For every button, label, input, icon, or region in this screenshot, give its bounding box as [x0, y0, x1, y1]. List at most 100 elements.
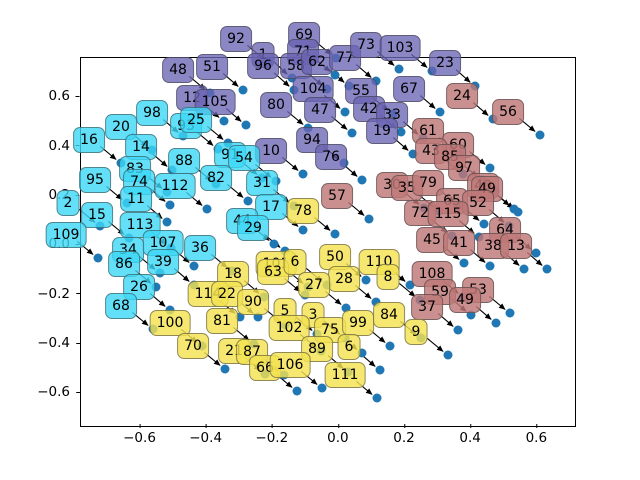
point-label-box[interactable]: 99 — [342, 310, 374, 336]
point-label-box[interactable]: 98 — [136, 100, 168, 126]
point-label-box[interactable]: 27 — [298, 272, 330, 298]
scatter-point[interactable] — [531, 248, 541, 258]
point-label-box[interactable]: 57 — [321, 183, 353, 209]
scatter-point[interactable] — [466, 310, 476, 320]
scatter-point[interactable] — [298, 169, 308, 179]
scatter-point[interactable] — [505, 308, 515, 318]
point-label-box[interactable]: 68 — [105, 293, 137, 319]
scatter-point[interactable] — [408, 149, 418, 159]
point-label-box[interactable]: 88 — [168, 148, 200, 174]
point-label-box[interactable]: 6 — [283, 249, 307, 275]
point-label-box[interactable]: 54 — [228, 145, 260, 171]
point-label-box[interactable]: 48 — [162, 57, 194, 83]
scatter-point[interactable] — [317, 383, 327, 393]
point-label-box[interactable]: 111 — [324, 362, 366, 388]
scatter-point[interactable] — [341, 303, 351, 313]
scatter-point[interactable] — [405, 280, 415, 290]
point-label-box[interactable]: 29 — [237, 215, 269, 241]
point-label-box[interactable]: 90 — [237, 289, 269, 315]
point-label-box[interactable]: 49 — [449, 287, 481, 313]
point-label-box[interactable]: 70 — [177, 333, 209, 359]
point-label-box[interactable]: 100 — [149, 310, 191, 336]
point-label-box[interactable]: 67 — [393, 76, 425, 102]
point-label-box[interactable]: 84 — [373, 302, 405, 328]
scatter-point[interactable] — [253, 312, 263, 322]
point-label-box[interactable]: 73 — [350, 32, 382, 58]
scatter-point[interactable] — [269, 239, 279, 249]
point-label-box[interactable]: 56 — [492, 99, 524, 125]
point-label-box[interactable]: 80 — [260, 92, 292, 118]
scatter-point[interactable] — [165, 200, 175, 210]
scatter-point[interactable] — [219, 116, 229, 126]
point-label-box[interactable]: 9 — [404, 319, 428, 345]
scatter-point[interactable] — [453, 325, 463, 335]
scatter-point[interactable] — [385, 341, 395, 351]
point-label-box[interactable]: 13 — [500, 233, 532, 259]
scatter-point[interactable] — [485, 261, 495, 271]
scatter-point[interactable] — [364, 214, 374, 224]
point-label-box[interactable]: 31 — [246, 170, 278, 196]
point-label-box[interactable]: 106 — [269, 352, 311, 378]
scatter-point[interactable] — [357, 175, 367, 185]
scatter-point[interactable] — [238, 85, 248, 95]
scatter-point[interactable] — [361, 275, 371, 285]
point-label-box[interactable]: 112 — [154, 173, 196, 199]
scatter-point[interactable] — [189, 261, 199, 271]
point-label-box[interactable]: 82 — [200, 165, 232, 191]
point-label-box[interactable]: 37 — [411, 294, 443, 320]
scatter-point[interactable] — [220, 364, 230, 374]
point-label-box[interactable]: 36 — [184, 235, 216, 261]
point-label-box[interactable]: 39 — [147, 249, 179, 275]
scatter-point[interactable] — [243, 196, 253, 206]
point-label-box[interactable]: 25 — [180, 107, 212, 133]
scatter-point[interactable] — [347, 128, 357, 138]
point-label-box[interactable]: 16 — [73, 127, 105, 153]
scatter-point[interactable] — [93, 253, 103, 263]
point-label-box[interactable]: 95 — [79, 167, 111, 193]
scatter-point[interactable] — [202, 204, 212, 214]
point-label-box[interactable]: 78 — [287, 198, 319, 224]
point-label-box[interactable]: 79 — [412, 170, 444, 196]
scatter-point[interactable] — [394, 64, 404, 74]
scatter-point[interactable] — [357, 348, 367, 358]
scatter-point[interactable] — [375, 365, 385, 375]
point-label-box[interactable]: 2 — [56, 190, 80, 216]
point-label-box[interactable]: 50 — [319, 244, 351, 270]
scatter-point[interactable] — [479, 219, 489, 229]
point-label-box[interactable]: 96 — [247, 53, 279, 79]
scatter-point[interactable] — [330, 229, 340, 239]
scatter-point[interactable] — [519, 264, 529, 274]
scatter-point[interactable] — [340, 107, 350, 117]
scatter-point[interactable] — [298, 225, 308, 235]
scatter-point[interactable] — [435, 107, 445, 117]
point-label-box[interactable]: 11 — [120, 186, 152, 212]
scatter-point[interactable] — [459, 258, 469, 268]
point-label-box[interactable]: 6 — [337, 334, 361, 360]
point-label-box[interactable]: 76 — [315, 144, 347, 170]
scatter-point[interactable] — [396, 127, 406, 137]
scatter-point[interactable] — [491, 318, 501, 328]
scatter-point[interactable] — [542, 264, 552, 274]
scatter-point[interactable] — [372, 393, 382, 403]
scatter-point[interactable] — [535, 130, 545, 140]
point-label-box[interactable]: 8 — [376, 264, 400, 290]
point-label-box[interactable]: 24 — [446, 83, 478, 109]
point-label-box[interactable]: 15 — [81, 202, 113, 228]
point-label-box[interactable]: 19 — [366, 118, 398, 144]
point-label-box[interactable]: 103 — [379, 35, 421, 61]
point-label-box[interactable]: 41 — [443, 230, 475, 256]
point-label-box[interactable]: 47 — [304, 97, 336, 123]
point-label-box[interactable]: 113 — [119, 212, 161, 238]
scatter-point[interactable] — [485, 163, 495, 173]
point-label-box[interactable]: 109 — [45, 222, 87, 248]
scatter-point[interactable] — [151, 282, 161, 292]
point-label-box[interactable]: 51 — [196, 54, 228, 80]
scatter-point[interactable] — [292, 386, 302, 396]
scatter-point[interactable] — [162, 217, 172, 227]
point-label-box[interactable]: 92 — [220, 26, 252, 52]
scatter-point[interactable] — [241, 120, 251, 130]
scatter-point[interactable] — [513, 207, 523, 217]
point-label-box[interactable]: 10 — [255, 138, 287, 164]
scatter-point[interactable] — [235, 312, 245, 322]
point-label-box[interactable]: 23 — [429, 50, 461, 76]
